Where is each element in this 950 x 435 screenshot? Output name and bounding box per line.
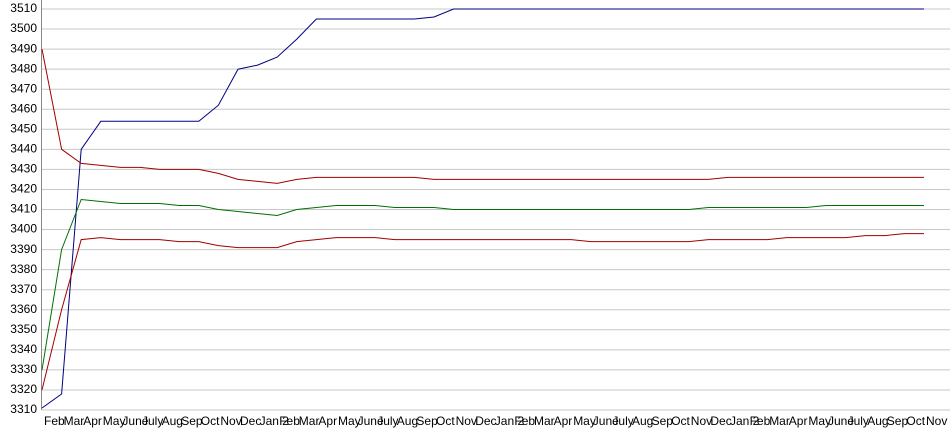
x-tick-label: Aug [867,414,888,428]
x-tick-label: Dec [710,414,731,428]
y-tick-label: 3420 [10,182,37,196]
x-tick-label: July [612,414,633,428]
x-tick-label: Apr [554,414,573,428]
x-tick-label: June [828,414,854,428]
x-tick-label: Sep [887,414,909,428]
x-tick-label: Mar [299,414,320,428]
x-tick-label: May [338,414,361,428]
y-tick-label: 3460 [10,101,37,115]
series-line [41,198,924,370]
x-tick-label: May [808,414,831,428]
x-tick-label: June [122,414,148,428]
x-tick-label: Aug [632,414,653,428]
y-tick-label: 3370 [10,282,37,296]
x-tick-label: Sep [652,414,674,428]
y-tick-label: 3480 [10,61,37,75]
x-tick-label: Dec [240,414,261,428]
x-tick-label: Aug [397,414,418,428]
x-tick-label: Aug [162,414,183,428]
x-tick-label: June [358,414,384,428]
x-tick-label: Sep [416,414,438,428]
x-tick-label: May [573,414,596,428]
x-tick-label: Sep [181,414,203,428]
series-line [41,233,924,391]
y-tick-label: 3500 [10,21,37,35]
x-tick-label: July [377,414,398,428]
x-tick-label: Nov [926,414,947,428]
y-tick-label: 3390 [10,242,37,256]
x-tick-label: Feb [514,414,535,428]
x-tick-label: Oct [201,414,220,428]
x-tick-label: Jan 2 [260,414,290,428]
x-tick-label: May [103,414,126,428]
x-tick-label: Mar [534,414,555,428]
y-tick-label: 3440 [10,142,37,156]
x-tick-label: Feb [44,414,65,428]
x-tick-label: Nov [220,414,241,428]
y-tick-label: 3410 [10,202,37,216]
y-tick-label: 3430 [10,162,37,176]
x-tick-label: Nov [691,414,712,428]
x-tick-label: July [142,414,163,428]
y-tick-label: 3490 [10,41,37,55]
x-tick-label: Nov [456,414,477,428]
y-tick-label: 3320 [10,382,37,396]
y-tick-label: 3450 [10,121,37,135]
series-line [41,49,924,184]
x-tick-label: Oct [671,414,690,428]
x-tick-label: Apr [83,414,102,428]
x-tick-label: Mar [769,414,790,428]
y-tick-label: 3330 [10,362,37,376]
y-tick-label: 3310 [10,402,37,416]
y-tick-label: 3360 [10,302,37,316]
y-tick-label: 3510 [10,1,37,15]
x-tick-label: Feb [279,414,300,428]
x-tick-label: Apr [789,414,808,428]
y-tick-label: 3340 [10,342,37,356]
x-tick-label: July [848,414,869,428]
series-line [41,8,924,409]
x-tick-label: Jan 2 [730,414,760,428]
y-tick-label: 3380 [10,262,37,276]
x-tick-label: Mar [64,414,85,428]
y-tick-label: 3350 [10,322,37,336]
y-tick-label: 3400 [10,222,37,236]
x-tick-label: Dec [475,414,496,428]
x-tick-label: Oct [436,414,455,428]
y-tick-label: 3470 [10,81,37,95]
x-tick-label: Apr [318,414,337,428]
x-tick-label: Feb [750,414,771,428]
x-tick-label: June [593,414,619,428]
x-tick-label: Oct [906,414,925,428]
x-tick-label: Jan 2 [495,414,525,428]
